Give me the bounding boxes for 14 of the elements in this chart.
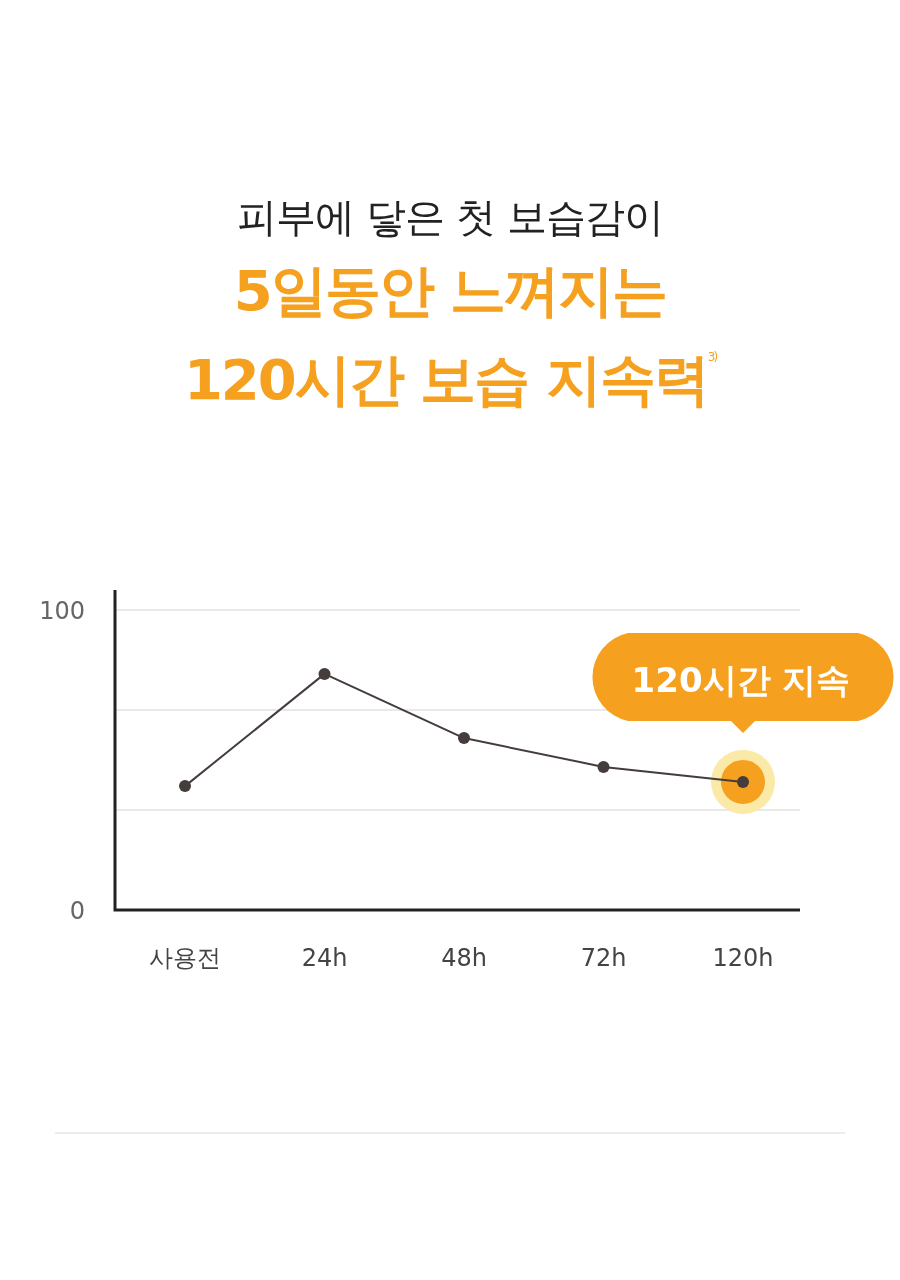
chart-subtitle: 피부에 닿은 첫 보습감이	[236, 193, 664, 242]
chart-title: 5일동안 느껴지는 120시간 보습 지속력$^{3)}$	[182, 258, 718, 413]
x-tick-label: 사용전	[149, 944, 221, 972]
x-tick-label: 24h	[301, 944, 348, 972]
point	[318, 667, 331, 680]
annotation: 120시간 지속	[631, 660, 851, 700]
point	[597, 760, 610, 773]
x-tick-label: 48h	[441, 944, 487, 972]
x-tick-label: 120h	[712, 944, 774, 972]
y-tick-label: 100	[39, 597, 85, 625]
point	[179, 780, 191, 793]
x-tick-label: 72h	[580, 944, 627, 972]
point	[458, 732, 470, 745]
y-tick-label: 0	[69, 897, 85, 925]
